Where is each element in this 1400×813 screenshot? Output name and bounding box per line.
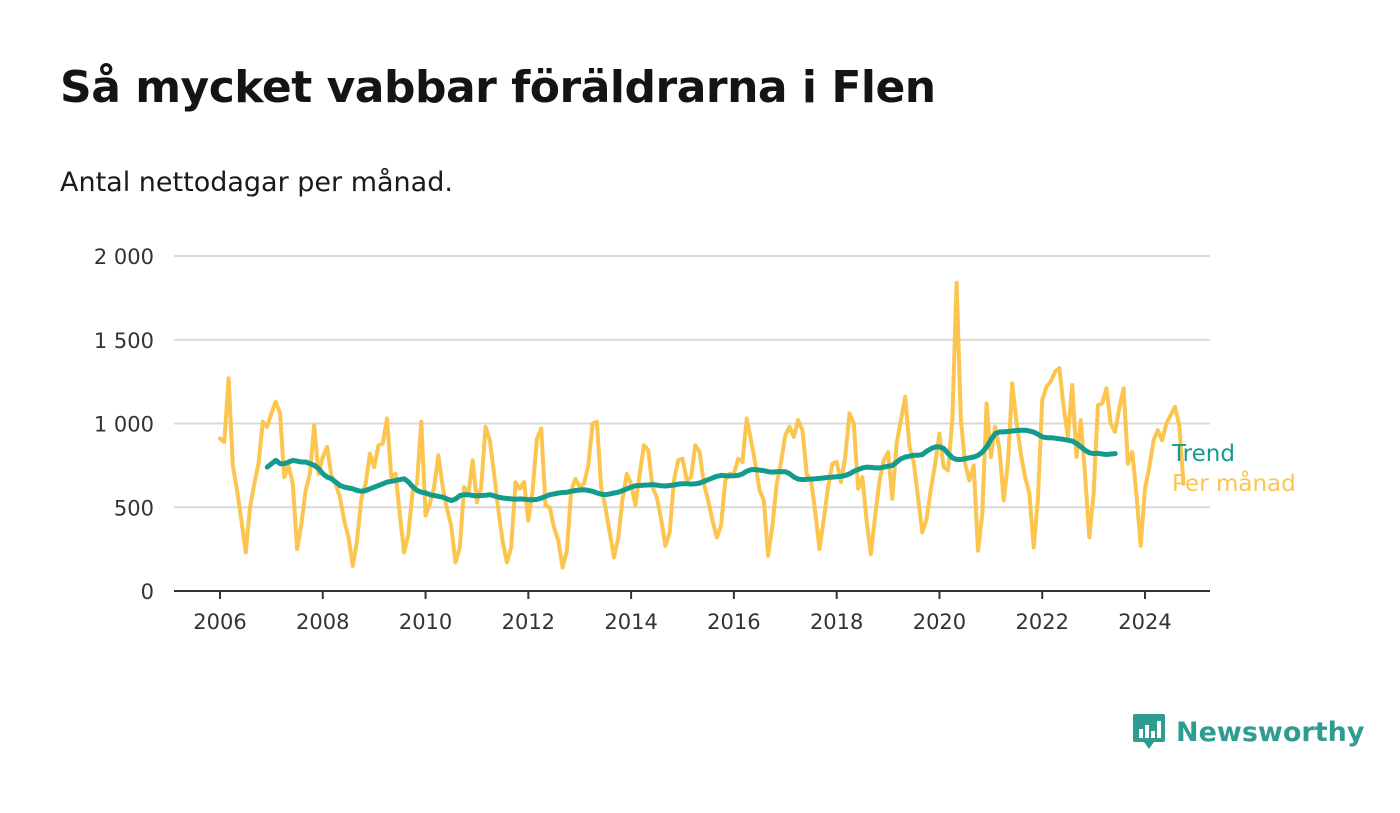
- series-label-trend: Trend: [1171, 441, 1235, 467]
- x-tick-label: 2010: [399, 610, 452, 634]
- x-tick-label: 2018: [810, 610, 863, 634]
- newsworthy-logo[interactable]: Newsworthy: [1132, 712, 1364, 752]
- x-tick-label: 2006: [193, 610, 246, 634]
- x-tick-label: 2024: [1118, 610, 1171, 634]
- x-tick-label: 2014: [604, 610, 657, 634]
- x-tick-label: 2012: [502, 610, 555, 634]
- x-axis: 2006 2008 2010 2012 2014 2016 2018 2020 2022 2024: [174, 590, 1210, 634]
- brand-name: Newsworthy: [1176, 716, 1365, 748]
- series-line-per-month: [218, 280, 1186, 570]
- y-tick-label: 0: [141, 580, 154, 604]
- newsworthy-logo-icon: [1133, 714, 1165, 749]
- series-label-per-month: Per månad: [1172, 469, 1296, 497]
- series-group: [218, 280, 1186, 570]
- y-tick-label: 2 000: [94, 245, 154, 269]
- y-tick-label: 1 000: [94, 413, 154, 437]
- y-tick-label: 1 500: [94, 329, 154, 353]
- y-tick-label: 500: [114, 496, 154, 520]
- chart-title: Så mycket vabbar föräldrarna i Flen: [60, 62, 936, 113]
- x-tick-label: 2020: [913, 610, 966, 634]
- grid: 0 500 1 000 1 500 2 000: [94, 245, 1210, 604]
- x-tick-label: 2008: [296, 610, 349, 634]
- series-line-trend: [264, 427, 1118, 504]
- x-tick-label: 2022: [1015, 610, 1068, 634]
- x-tick-label: 2016: [707, 610, 760, 634]
- chart-subtitle: Antal nettodagar per månad.: [60, 167, 453, 198]
